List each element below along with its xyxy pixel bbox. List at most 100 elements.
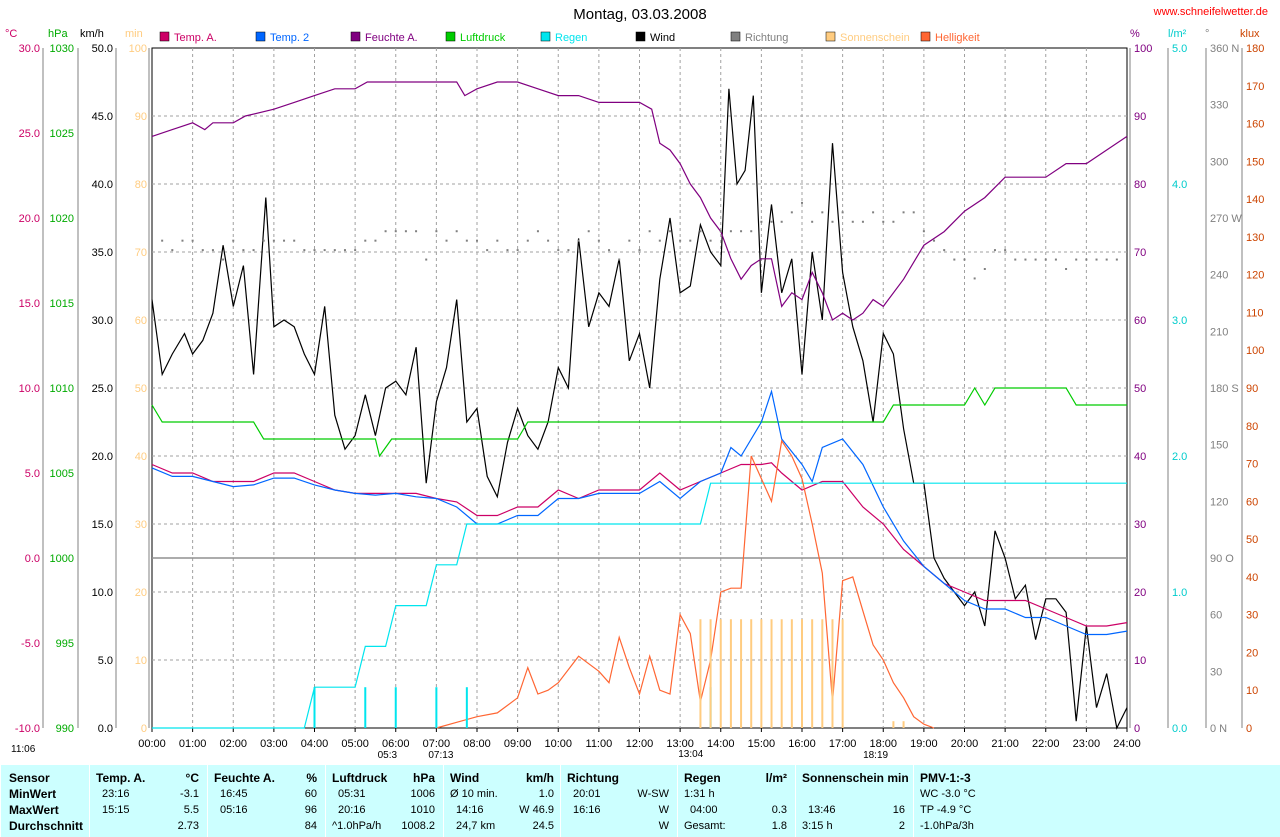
pmv-taupunkt: TP -4.9 °C xyxy=(920,804,972,816)
legend-swatch xyxy=(825,31,836,42)
sun-tick-label: 50 xyxy=(135,383,147,395)
pressure-axis-unit: hPa xyxy=(48,28,68,40)
richtung-point xyxy=(303,249,306,252)
wind-tick-label: 5.0 xyxy=(98,655,113,667)
feuchte-max-value: 96 xyxy=(304,804,317,816)
richtung-point xyxy=(486,249,489,252)
time-marker-label: 11:06 xyxy=(11,744,36,755)
luftdruck-line xyxy=(151,386,1127,458)
light-tick-label: 40 xyxy=(1246,572,1258,584)
richtung-point xyxy=(313,249,316,252)
stats-temp-block: Temp. A. °C 23:16 -3.1 15:15 5.5 2.73 xyxy=(89,765,207,837)
pressure-tick-label: 1005 xyxy=(50,468,74,480)
stats-pmv-block: PMV-1:-3 WC -3.0 °C TP -4.9 °C -1.0hPa/3… xyxy=(913,765,1280,837)
wind-unit: km/h xyxy=(525,771,554,785)
x-tick-label: 06:00 xyxy=(382,738,410,750)
humidity-tick-label: 60 xyxy=(1134,315,1146,327)
wind-min-label: Ø 10 min. xyxy=(450,788,498,800)
richtung-max-value: W xyxy=(658,804,669,816)
richtung-point xyxy=(668,230,671,233)
richtung-point xyxy=(902,211,905,214)
legend-swatch xyxy=(540,31,551,42)
light-tick-label: 80 xyxy=(1246,421,1258,433)
light-tick-label: 0 xyxy=(1246,723,1252,735)
richtung-min-value: W-SW xyxy=(637,788,669,800)
richtung-max-time: 16:16 xyxy=(573,804,601,816)
richtung-point xyxy=(557,249,560,252)
richtung-point xyxy=(689,239,692,242)
humidity-tick-label: 100 xyxy=(1134,43,1152,55)
feuchte-min-time: 16:45 xyxy=(220,788,248,800)
x-tick-label: 15:00 xyxy=(748,738,776,750)
richtung-point xyxy=(861,220,864,223)
richtung-point xyxy=(252,249,255,252)
direction-tick-label: 210 xyxy=(1210,326,1228,338)
maxwert-label: MaxWert xyxy=(9,803,59,817)
direction-tick-label: 60 xyxy=(1210,610,1222,622)
luftdruck-header: Luftdruck xyxy=(332,771,388,785)
wind-tick-label: 30.0 xyxy=(92,315,113,327)
regen-max-time: 04:00 xyxy=(690,804,718,816)
richtung-point xyxy=(973,277,976,280)
wind-tick-label: 15.0 xyxy=(92,519,113,531)
x-tick-label: 09:00 xyxy=(504,738,532,750)
rain-axis-unit: l/m² xyxy=(1168,28,1187,40)
richtung-point xyxy=(943,249,946,252)
light-tick-label: 20 xyxy=(1246,647,1258,659)
sun-tick-label: 20 xyxy=(135,587,147,599)
x-tick-label: 00:00 xyxy=(138,738,166,750)
direction-axis-unit: ° xyxy=(1205,28,1209,40)
legend-label: Wind xyxy=(650,32,675,44)
light-axis-unit: klux xyxy=(1240,28,1260,40)
richtung-point xyxy=(841,211,844,214)
richtung-point xyxy=(719,230,722,233)
stats-panel: Sensor MinWert MaxWert Durchschnitt Temp… xyxy=(0,765,1280,837)
richtung-point xyxy=(618,258,621,261)
richtung-point xyxy=(577,239,580,242)
temp-2-line xyxy=(151,389,1128,636)
x-tick-label: 18:00 xyxy=(869,738,897,750)
temp-axis-unit: °C xyxy=(5,28,17,40)
richtung-point xyxy=(1054,258,1057,261)
temp-tick-label: 20.0 xyxy=(19,213,40,225)
wind-axis-unit: km/h xyxy=(80,28,104,40)
legend-label: Sonnenschein xyxy=(840,32,910,44)
x-tick-label: 05:00 xyxy=(341,738,369,750)
stats-luftdruck-block: Luftdruck hPa 05:31 1006 20:16 1010 ^1.0… xyxy=(325,765,443,837)
richtung-point xyxy=(161,239,164,242)
x-tick-label: 12:00 xyxy=(626,738,654,750)
richtung-point xyxy=(1014,258,1017,261)
richtung-point xyxy=(547,239,550,242)
luftdruck-max-value: 1010 xyxy=(410,804,435,816)
regen-line xyxy=(152,482,1127,729)
humidity-tick-label: 90 xyxy=(1134,111,1146,123)
richtung-point xyxy=(1095,258,1098,261)
feuchte-header: Feuchte A. xyxy=(214,771,275,785)
regen-total-value: 1.8 xyxy=(771,820,787,832)
direction-tick-label: 360 N xyxy=(1210,43,1239,55)
sonne-avg-value: 2 xyxy=(898,820,905,832)
richtung-point xyxy=(872,211,875,214)
richtung-point xyxy=(912,211,915,214)
time-marker-label: 18:19 xyxy=(863,750,888,761)
sun-tick-label: 10 xyxy=(135,655,147,667)
temp-max-time: 15:15 xyxy=(102,804,130,816)
pressure-tick-label: 1015 xyxy=(50,298,74,310)
direction-tick-label: 270 W xyxy=(1210,213,1242,225)
time-marker-label: 13:04 xyxy=(678,749,703,760)
richtung-point xyxy=(770,220,773,223)
luftdruck-min-value: 1006 xyxy=(410,788,435,800)
legend-label: Temp. A. xyxy=(174,32,217,44)
legend-label: Richtung xyxy=(745,32,788,44)
x-tick-label: 08:00 xyxy=(463,738,491,750)
light-tick-label: 10 xyxy=(1246,685,1258,697)
richtung-point xyxy=(191,239,194,242)
stats-feuchte-block: Feuchte A. % 16:45 60 05:16 96 84 xyxy=(207,765,325,837)
site-url[interactable]: www.schneifelwetter.de xyxy=(1153,6,1268,18)
direction-tick-label: 30 xyxy=(1210,666,1222,678)
richtung-point xyxy=(384,230,387,233)
pressure-tick-label: 1020 xyxy=(50,213,74,225)
richtung-avg-value: W xyxy=(658,820,669,832)
temp-tick-label: 10.0 xyxy=(19,383,40,395)
luftdruck-min-time: 05:31 xyxy=(338,788,366,800)
